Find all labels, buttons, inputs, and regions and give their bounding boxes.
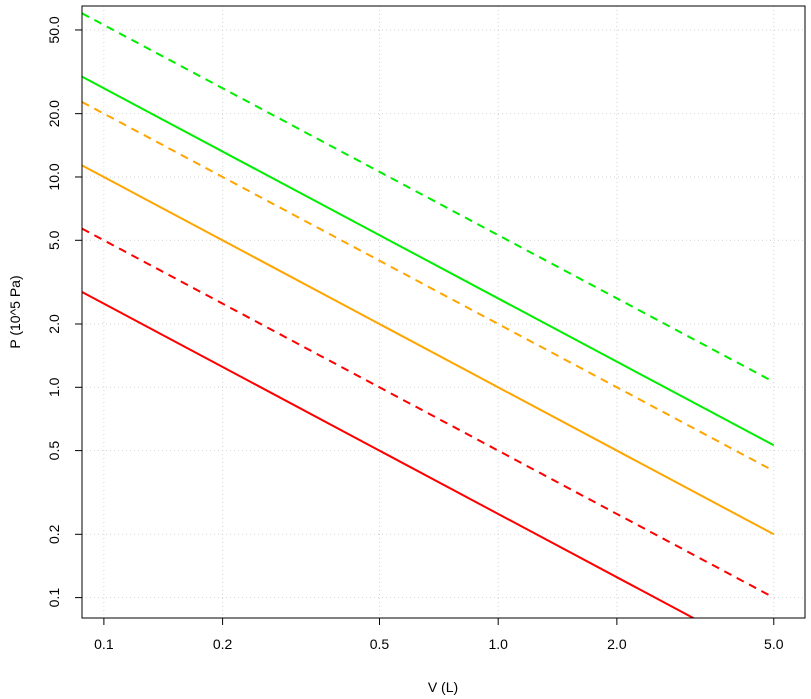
series-line-1 xyxy=(82,291,696,618)
x-tick-label: 0.2 xyxy=(213,636,233,652)
y-tick-label: 0.1 xyxy=(46,588,62,608)
y-tick-label: 2.0 xyxy=(46,314,62,334)
y-axis: 0.1 0.2 0.5 1.0 2.0 5.0 10.0 20.0 50.0 xyxy=(46,16,82,607)
x-axis-title: V (L) xyxy=(428,679,458,695)
series-line-4 xyxy=(82,101,775,472)
plot-frame xyxy=(81,5,806,619)
x-axis: 0.1 0.2 0.5 1.0 2.0 5.0 xyxy=(94,618,784,652)
y-tick-label: 0.2 xyxy=(46,524,62,544)
y-tick-label: 20.0 xyxy=(46,100,62,127)
y-axis-title: P (10^5 Pa) xyxy=(7,275,23,348)
y-tick-label: 50.0 xyxy=(46,16,62,43)
grid xyxy=(82,6,805,618)
series-line-3 xyxy=(82,164,775,536)
y-tick-label: 1.0 xyxy=(46,377,62,397)
y-tick-label: 10.0 xyxy=(46,163,62,190)
y-tick-label: 0.5 xyxy=(46,441,62,461)
x-tick-label: 0.1 xyxy=(94,636,114,652)
series-line-6 xyxy=(82,12,775,383)
x-tick-label: 5.0 xyxy=(764,636,784,652)
x-tick-label: 0.5 xyxy=(370,636,390,652)
series-layer xyxy=(82,12,775,618)
x-tick-label: 1.0 xyxy=(488,636,508,652)
y-tick-label: 5.0 xyxy=(46,230,62,250)
series-line-2 xyxy=(82,227,775,599)
series-line-5 xyxy=(82,75,775,447)
x-tick-label: 2.0 xyxy=(607,636,627,652)
